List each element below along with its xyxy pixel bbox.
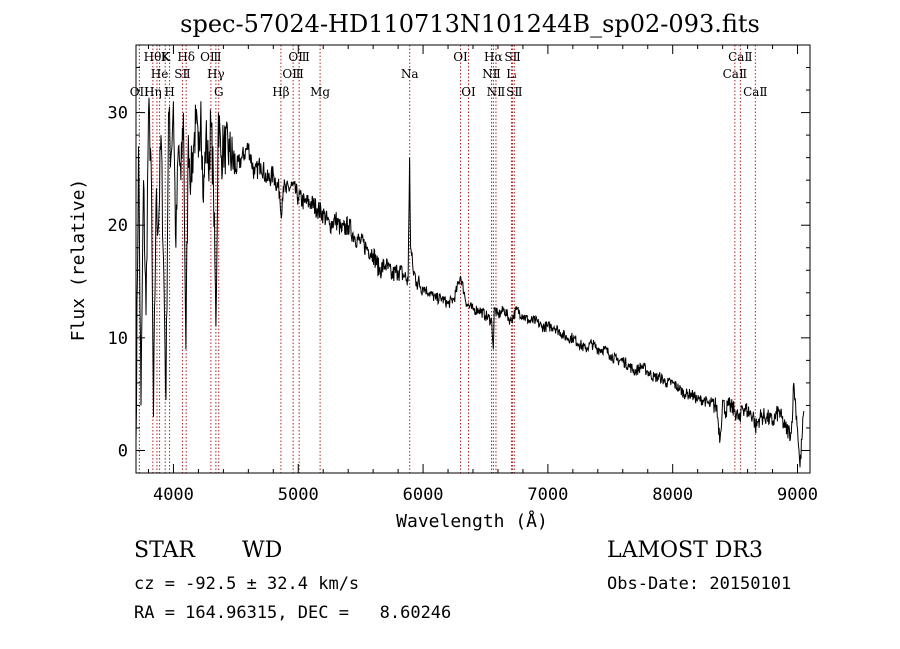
- spectral-line-label: He: [151, 67, 169, 81]
- spectral-line-label: OⅠ: [461, 85, 476, 99]
- spectral-lines: [138, 45, 756, 473]
- x-tick-label: 4000: [153, 485, 194, 505]
- y-axis-label: Flux (relative): [68, 179, 89, 342]
- x-tick-label: 6000: [403, 485, 444, 505]
- spectral-line-label: OⅢ: [282, 67, 303, 81]
- spectral-line-label: NⅡ: [487, 85, 506, 99]
- plot-frame: [135, 44, 811, 474]
- chart-title: spec-57024-HD110713N101244B_sp02-093.fit…: [180, 10, 760, 38]
- spectral-line-label: NⅡ: [482, 67, 501, 81]
- y-axis-ticks: 0 10 20 30: [108, 44, 810, 474]
- spectral-line-label: OⅢ: [288, 50, 309, 64]
- coordinates: RA = 164.96315, DEC = 8.60246: [134, 603, 452, 623]
- x-axis-ticks: 4000 5000 6000 7000 8000 9000: [147, 45, 818, 505]
- survey-label: LAMOST DR3: [607, 538, 763, 563]
- spectral-line-label: Hβ: [272, 85, 289, 99]
- object-subclass: WD: [242, 538, 283, 563]
- redshift-velocity: cz = -92.5 ± 32.4 km/s: [134, 574, 360, 594]
- spectral-line-label: CaⅡ: [728, 50, 753, 64]
- spectral-line-label: Mg: [310, 85, 330, 99]
- spectral-line-label: Na: [401, 67, 419, 81]
- spectral-line-label: Hδ: [177, 50, 195, 64]
- spectral-line-label: Hα: [484, 50, 503, 64]
- object-class: STAR: [134, 538, 195, 563]
- series-flux-line: [136, 97, 805, 468]
- spectral-line-label: OⅢ: [200, 50, 221, 64]
- spectral-line-label: G: [214, 85, 224, 99]
- x-tick-label: 5000: [278, 485, 319, 505]
- spectral-line-label: H: [164, 85, 174, 99]
- spectral-line-label: OⅠⅠ: [130, 85, 150, 99]
- spectral-line-label: OⅠ: [453, 50, 468, 64]
- x-tick-label: 9000: [777, 485, 818, 505]
- spectral-line-label: K: [161, 50, 171, 64]
- x-axis-label: Wavelength (Å): [396, 510, 548, 532]
- spectral-line-label: SⅡ: [504, 50, 520, 64]
- y-tick-label: 0: [118, 441, 128, 461]
- series-layer: [136, 97, 805, 468]
- spectral-line-label: SⅡ: [506, 85, 522, 99]
- y-tick-label: 10: [108, 329, 128, 349]
- y-tick-label: 20: [108, 216, 128, 236]
- spectral-line-label: CaⅡ: [723, 67, 748, 81]
- spectral-line-label: Hγ: [207, 67, 225, 81]
- spectral-line-label: CaⅡ: [743, 85, 768, 99]
- spectral-line-label: HθK: [144, 50, 172, 64]
- x-tick-label: 7000: [527, 485, 568, 505]
- spectral-line-label: Lᵢ: [506, 67, 517, 81]
- spectral-line-label: SⅡ: [174, 67, 190, 81]
- x-tick-label: 8000: [652, 485, 693, 505]
- y-tick-label: 30: [108, 104, 128, 124]
- spectral-line-label: Hη: [144, 85, 162, 99]
- observation-date: Obs-Date: 20150101: [607, 574, 792, 594]
